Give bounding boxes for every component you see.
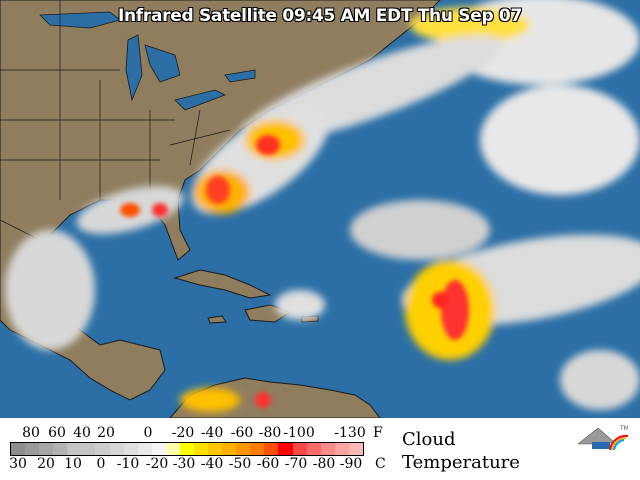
color-scale-swatch	[250, 443, 265, 455]
color-scale-swatch	[222, 443, 237, 455]
fahrenheit-label: 60	[48, 425, 66, 441]
color-scale-swatch	[39, 443, 54, 455]
fahrenheit-label: 80	[22, 425, 40, 441]
color-scale-swatch	[81, 443, 96, 455]
fahrenheit-label: 0	[143, 425, 153, 441]
cuba	[173, 269, 272, 299]
celsius-label: -80	[312, 456, 336, 472]
fahrenheit-label: 20	[97, 425, 115, 441]
trademark-text: TM	[619, 425, 628, 432]
fahrenheit-label: -40	[200, 425, 224, 441]
state-borders	[0, 0, 231, 241]
fahrenheit-label: -100	[283, 425, 315, 441]
color-scale-swatch	[95, 443, 110, 455]
map-title: Infrared Satellite 09:45 AM EDT Thu Sep …	[117, 6, 522, 26]
color-scale-swatch	[123, 443, 138, 455]
celsius-label: -10	[116, 456, 140, 472]
color-scale-swatch	[292, 443, 307, 455]
color-scale-swatch	[137, 443, 152, 455]
celsius-label: 30	[9, 456, 27, 472]
color-scale-bar	[10, 442, 364, 456]
fahrenheit-unit: F	[373, 425, 383, 441]
cloud-rainbow-logo-icon: TM	[577, 425, 628, 450]
celsius-label: 10	[64, 456, 82, 472]
celsius-label: -20	[145, 456, 169, 472]
color-scale-swatch	[165, 443, 180, 455]
temperature-legend: 80 60 40 20 0 -20 -40 -60 -80 -100 -130 F 30 20 10 0-…	[0, 418, 640, 480]
celsius-label: -40	[200, 456, 224, 472]
color-scale-swatch	[334, 443, 349, 455]
celsius-label: -50	[228, 456, 252, 472]
great-lakes	[39, 11, 256, 111]
color-scale-swatch	[208, 443, 223, 455]
color-scale-swatch	[67, 443, 82, 455]
celsius-label: -70	[284, 456, 308, 472]
color-scale-swatch	[306, 443, 321, 455]
celsius-label: -90	[339, 456, 363, 472]
color-scale-swatch	[236, 443, 251, 455]
color-scale-swatch	[194, 443, 209, 455]
color-scale-swatch	[179, 443, 195, 455]
celsius-label: 0	[96, 456, 106, 472]
jamaica	[207, 315, 227, 324]
color-scale-swatch	[278, 443, 293, 455]
satellite-map: Infrared Satellite 09:45 AM EDT Thu Sep …	[0, 0, 640, 418]
celsius-label: 20	[37, 456, 55, 472]
color-scale-swatch	[151, 443, 166, 455]
legend-caption-line1: Cloud	[402, 429, 456, 450]
color-scale-swatch	[25, 443, 40, 455]
map-graphic	[0, 0, 640, 418]
color-scale-swatch	[53, 443, 68, 455]
fahrenheit-label: -130	[334, 425, 366, 441]
fahrenheit-label: 40	[73, 425, 91, 441]
color-scale-swatch	[11, 443, 26, 455]
fahrenheit-label: -80	[258, 425, 282, 441]
celsius-label: -30	[172, 456, 196, 472]
storm-cores	[120, 135, 469, 408]
legend-caption-line2: Temperature	[402, 452, 520, 473]
fahrenheit-label: -20	[171, 425, 195, 441]
color-scale-swatch	[348, 443, 363, 455]
color-scale-swatch	[264, 443, 279, 455]
celsius-unit: C	[375, 456, 386, 472]
color-scale-swatch	[320, 443, 335, 455]
color-scale-swatch	[109, 443, 124, 455]
fahrenheit-label: -60	[230, 425, 254, 441]
celsius-label: -60	[256, 456, 280, 472]
